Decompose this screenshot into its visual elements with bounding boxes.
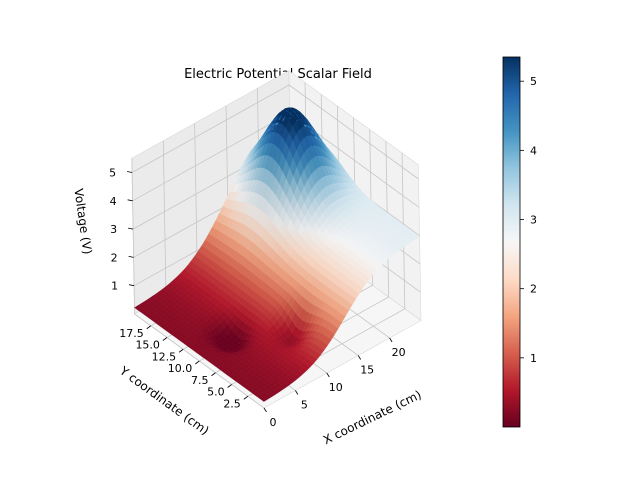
axis-ticks: 0 5 10 15 20 2.55.07.510.012.515.017.5 1 2 3 4 5 <box>109 167 406 430</box>
z-tick-label: 1 <box>111 280 118 293</box>
back-grid-x <box>131 158 135 315</box>
x-tick-label: 15 <box>360 364 374 377</box>
x-tick-label: 0 <box>270 416 277 429</box>
y-tick-mark <box>195 360 200 365</box>
colorbar-tick-label: 2 <box>530 283 537 296</box>
x-tick-mark <box>389 337 393 343</box>
y-tick-mark <box>211 372 216 377</box>
z-axis-label: Voltage (V) <box>71 188 94 256</box>
colorbar-tick-label: 4 <box>530 144 537 157</box>
z-tick-mark <box>127 199 133 202</box>
y-tick-mark <box>146 325 152 330</box>
z-tick-mark <box>127 171 133 173</box>
axes-3d: 0 5 10 15 20 2.55.07.510.012.515.017.5 1 2 3 4 5 <box>109 70 422 430</box>
y-tick-label: 15.0 <box>135 339 160 352</box>
z-tick-mark <box>128 227 134 230</box>
x-tick-label: 5 <box>301 399 308 412</box>
back-grid-z <box>132 112 290 202</box>
y-tick-label: 12.5 <box>152 350 177 363</box>
z-tick-mark <box>129 284 135 287</box>
colorbar-tick-label: 5 <box>530 75 537 88</box>
colorbar-bar <box>502 56 521 428</box>
z-tick-mark <box>128 256 134 258</box>
colorbar-tick-label: 1 <box>530 352 537 365</box>
x-tick-mark <box>295 390 299 395</box>
x-tick-mark <box>263 407 267 413</box>
y-tick-mark <box>162 337 168 341</box>
x-tick-mark <box>326 372 330 378</box>
x-axis-label: X coordinate (cm) <box>321 388 424 448</box>
x-tick-label: 20 <box>392 346 406 359</box>
y-tick-label: 7.5 <box>191 374 209 387</box>
back-grid-x <box>162 140 167 297</box>
z-tick-label: 4 <box>110 195 117 208</box>
z-tick-label: 5 <box>109 167 116 180</box>
y-tick-label: 2.5 <box>223 397 241 410</box>
z-tick-label: 3 <box>110 223 117 236</box>
right-grid-z <box>288 84 419 180</box>
chart-title: Electric Potential Scalar Field <box>184 67 372 82</box>
colorbar-tick-label: 3 <box>530 214 537 227</box>
back-grid-z <box>131 84 290 173</box>
x-tick-mark <box>357 355 362 360</box>
colorbar: 1 2 3 4 5 <box>502 56 537 428</box>
z-tick-label: 2 <box>111 251 118 264</box>
y-tick-mark <box>227 384 232 388</box>
y-tick-label: 5.0 <box>207 386 225 399</box>
surface-patch <box>412 233 420 240</box>
y-tick-label: 10.0 <box>168 362 193 375</box>
colorbar-ticks: 1 2 3 4 5 <box>520 75 537 365</box>
x-tick-label: 10 <box>329 381 343 394</box>
y-tick-mark <box>243 395 249 400</box>
voltage-surface <box>134 107 420 402</box>
y-tick-label: 17.5 <box>119 327 144 340</box>
y-tick-mark <box>178 348 184 353</box>
